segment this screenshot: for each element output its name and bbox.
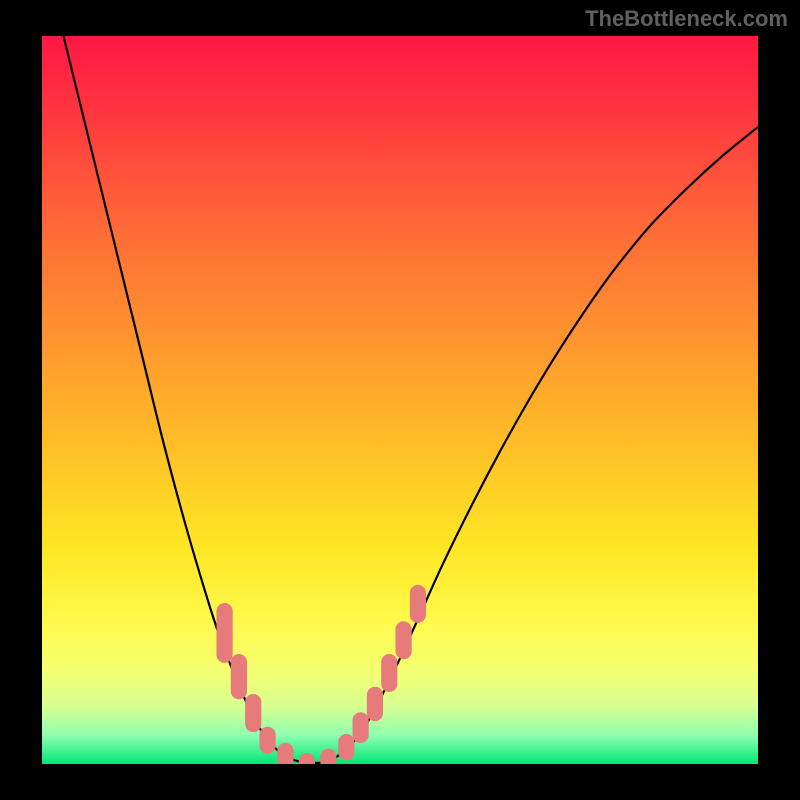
chart-container: TheBottleneck.com: [0, 0, 800, 800]
watermark-text: TheBottleneck.com: [585, 6, 788, 32]
chart-svg: [0, 0, 800, 800]
